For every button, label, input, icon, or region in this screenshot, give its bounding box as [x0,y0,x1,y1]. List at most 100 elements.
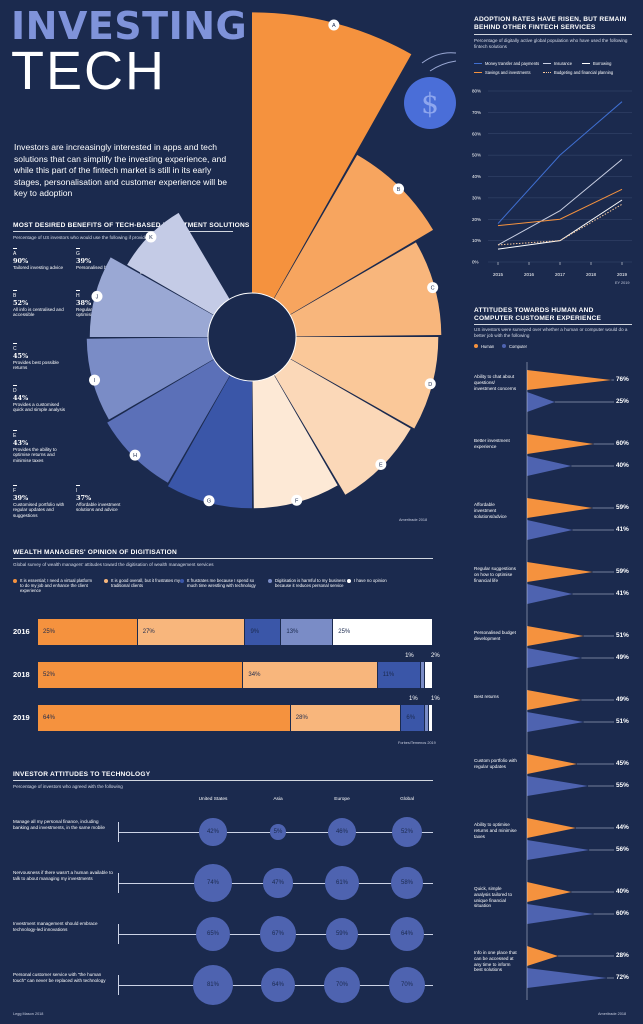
value-bubble: 70% [323,966,361,1004]
human-triangle [527,818,576,838]
bubble-value: 61% [335,879,348,886]
fan-wedge-a [252,12,412,299]
svg-text:$: $ [421,87,439,120]
wealth-legend-item: It is good overall, but it frustrates my… [104,578,186,588]
bar-segment: 64% [38,705,291,731]
computer-value: 56% [616,846,629,853]
attitude-row-label: Investment management should embrace tec… [13,921,98,932]
benefit-dash [76,485,80,486]
legend-swatch [474,63,482,65]
fan-label-dot [89,374,101,386]
bar-segment: 9% [245,619,282,645]
year-label: 2018 [13,670,30,679]
adoption-legend-item: Insurance [543,61,572,66]
human-triangle [527,754,577,774]
wealth-legend-item: I have no opinion [347,578,417,583]
y-tick-label: 30% [472,195,481,200]
legend-dot [180,579,184,583]
wealth-legend-item: It is essential; I need a virtual platfo… [13,578,95,594]
bar-value-label: 9% [250,629,260,635]
benefit-letter: B [13,293,17,299]
fan-label: B [397,187,401,193]
benefit-pct: 37% [76,493,92,502]
benefit-dash [76,290,80,291]
fan-center [207,292,297,382]
human-triangle [527,498,593,518]
value-bubble: 74% [194,864,232,902]
y-tick-label: 60% [472,131,481,136]
human-triangle [527,434,594,454]
fan-label: A [332,23,336,29]
adoption-subtitle: Percentage of digitally active global po… [474,38,628,49]
adoption-title: ADOPTION RATES HAVE RISEN, BUT REMAIN BE… [474,16,627,31]
value-bubble: 42% [199,818,227,846]
bar-segment [421,662,426,688]
benefit-label: Provides a customised quick and simple a… [13,401,66,413]
fan-label: F [295,498,299,504]
value-bubble: 64% [260,967,296,1003]
computer-dot-icon [502,344,506,348]
benefit-letter: D [13,388,17,394]
legend-label: Insurance [554,61,572,66]
fan-label-dot [291,494,303,506]
benefit-label: Provides best possible returns [13,359,59,371]
wealth-rule [13,558,433,559]
bar-segment: 13% [281,619,334,645]
hc-row-label: Personalised budget development [474,630,516,641]
benefit-item: I 37% Affordable investment solutions and … [76,485,134,513]
row-line-cap [118,975,119,995]
series-line [497,101,623,224]
stacked-bar: 25% 27% 9% 13% 25% [38,619,433,645]
fan-wedge-f [252,375,338,509]
year-label: 2019 [13,713,30,722]
benefit-letter: C [13,346,17,352]
bar-value-label: 27% [142,629,155,635]
row-line-cap [118,924,119,944]
benefits-subtitle: Percentage of US investors who would use… [13,235,150,240]
benefit-dash [13,430,17,431]
human-computer-subtitle: US investors were surveyed over whether … [474,327,628,338]
bubble-value: 81% [206,981,219,988]
human-value: 59% [616,504,629,511]
legend-label: I have no opinion [354,578,387,583]
benefits-title: MOST DESIRED BENEFITS OF TECH-BASED INVE… [13,222,250,229]
attitudes-source: Legg Mason 2018 [13,1012,44,1016]
stacked-bar: 52% 34% 11% [38,662,433,688]
benefit-label: Customised portfolio with regular update… [13,501,65,518]
bubble-value: 74% [206,879,219,886]
legend-dot [13,579,17,583]
human-triangle [527,882,572,902]
value-bubble: 47% [263,868,293,898]
value-bubble: 59% [325,917,359,951]
human-value: 51% [616,632,629,639]
series-line [497,199,623,250]
hc-row-label: Quick, simple analysis tailored to uniqu… [474,886,513,909]
fan-label: H [133,453,137,459]
computer-value: 49% [616,654,629,661]
title-line2: TECH [11,41,166,101]
hc-row-label: Best returns [474,694,499,699]
hc-row-label: Better investment experience [474,438,510,449]
benefit-dash [13,290,17,291]
adoption-source: EY 2019 [615,281,630,285]
human-value: 59% [616,568,629,575]
benefit-item: G 39% Personalised budget [76,248,134,270]
benefits-rule [13,231,233,232]
benefit-item: F 39% Customised portfolio with regular up… [13,485,71,518]
bar-segment [429,705,433,731]
bar-segment: 11% [377,662,422,688]
bar-segment: 25% [38,619,138,645]
wealth-title: WEALTH MANAGERS' OPINION OF DIGITISATION [13,549,177,556]
stacked-bar: 64% 28% 6% [38,705,433,731]
y-tick-label: 0% [472,260,479,265]
attitudes-subtitle: Percentage of investors who agreed with … [13,784,123,789]
intro-text: Investors are increasingly interested in… [14,142,228,199]
bar-segment: 28% [290,705,402,731]
year-label: 2016 [13,627,30,636]
x-tick-label: 2018 [586,272,597,277]
benefits-fan-chart: A B C D E F G H I J K [86,12,442,509]
benefits-source: Ameritrade 2018 [399,518,428,522]
x-tick-label: 2017 [555,272,566,277]
fan-label-dot [203,495,215,507]
adoption-legend-item: Money transfer and payments [474,61,539,66]
